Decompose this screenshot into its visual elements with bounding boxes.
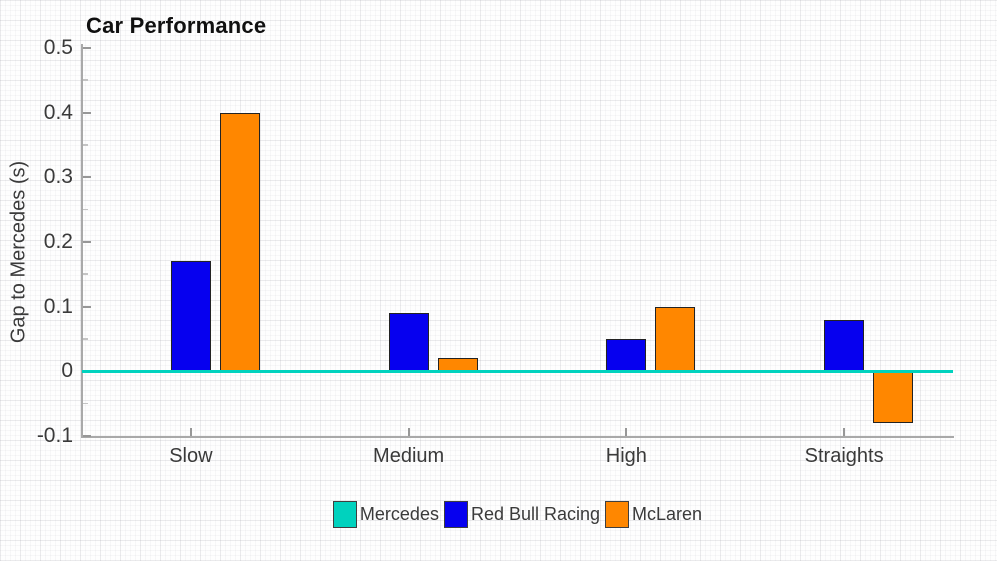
- x-axis-line: [81, 436, 954, 438]
- zero-reference-line: [82, 370, 953, 374]
- y-minor-tick: [83, 338, 88, 340]
- y-axis-line: [81, 44, 83, 438]
- legend-swatch-mercedes: [332, 500, 357, 528]
- y-tick-0.5: [83, 47, 91, 49]
- legend-swatch-mclaren: [605, 500, 630, 528]
- legend: Mercedes Red Bull Racing McLaren: [82, 499, 953, 529]
- x-tick-label-high: High: [605, 445, 647, 467]
- bar-red-bull-racing-high: [606, 339, 647, 372]
- y-tick-0.3: [83, 176, 91, 179]
- bar-mclaren-straights: [873, 371, 914, 424]
- x-tick-label-slow: Slow: [169, 445, 213, 467]
- x-tick-label-straights: Straights: [804, 445, 884, 467]
- legend-item-mclaren: McLaren: [605, 500, 703, 528]
- y-tick-0.1: [83, 305, 91, 308]
- bar-red-bull-racing-straights: [824, 319, 865, 372]
- y-tick-0.2: [83, 241, 91, 243]
- legend-label: McLaren: [632, 503, 703, 524]
- y-minor-tick: [83, 273, 88, 275]
- y-tick-label: 0.5: [43, 36, 73, 59]
- y-tick--0.1: [83, 435, 91, 437]
- bar-mclaren-slow: [219, 112, 260, 372]
- x-tick-straights: [843, 428, 846, 436]
- y-tick-label: 0.1: [43, 294, 73, 318]
- y-tick-label: -0.1: [36, 424, 73, 447]
- y-tick-label: 0.4: [43, 100, 73, 124]
- x-tick-slow: [189, 428, 192, 436]
- legend-item-red-bull-racing: Red Bull Racing: [443, 500, 601, 528]
- bar-mclaren-high: [655, 306, 696, 372]
- y-tick-label: 0.2: [43, 230, 73, 253]
- legend-item-mercedes: Mercedes: [332, 500, 439, 528]
- legend-label: Red Bull Racing: [470, 503, 601, 524]
- x-tick-high: [625, 428, 628, 436]
- x-tick-label-medium: Medium: [373, 445, 445, 467]
- bar-red-bull-racing-slow: [170, 261, 211, 372]
- y-minor-tick: [83, 402, 88, 405]
- y-minor-tick: [83, 79, 88, 81]
- legend-swatch-red-bull-racing: [443, 500, 468, 528]
- bar-red-bull-racing-medium: [388, 313, 429, 372]
- chart-title: Car Performance: [86, 13, 267, 38]
- x-tick-medium: [407, 428, 410, 436]
- y-tick-label: 0.3: [43, 165, 73, 189]
- legend-label: Mercedes: [359, 503, 439, 524]
- y-tick-0.4: [83, 111, 91, 114]
- y-minor-tick: [83, 144, 88, 146]
- y-tick-label: 0: [61, 359, 73, 383]
- y-minor-tick: [83, 208, 88, 211]
